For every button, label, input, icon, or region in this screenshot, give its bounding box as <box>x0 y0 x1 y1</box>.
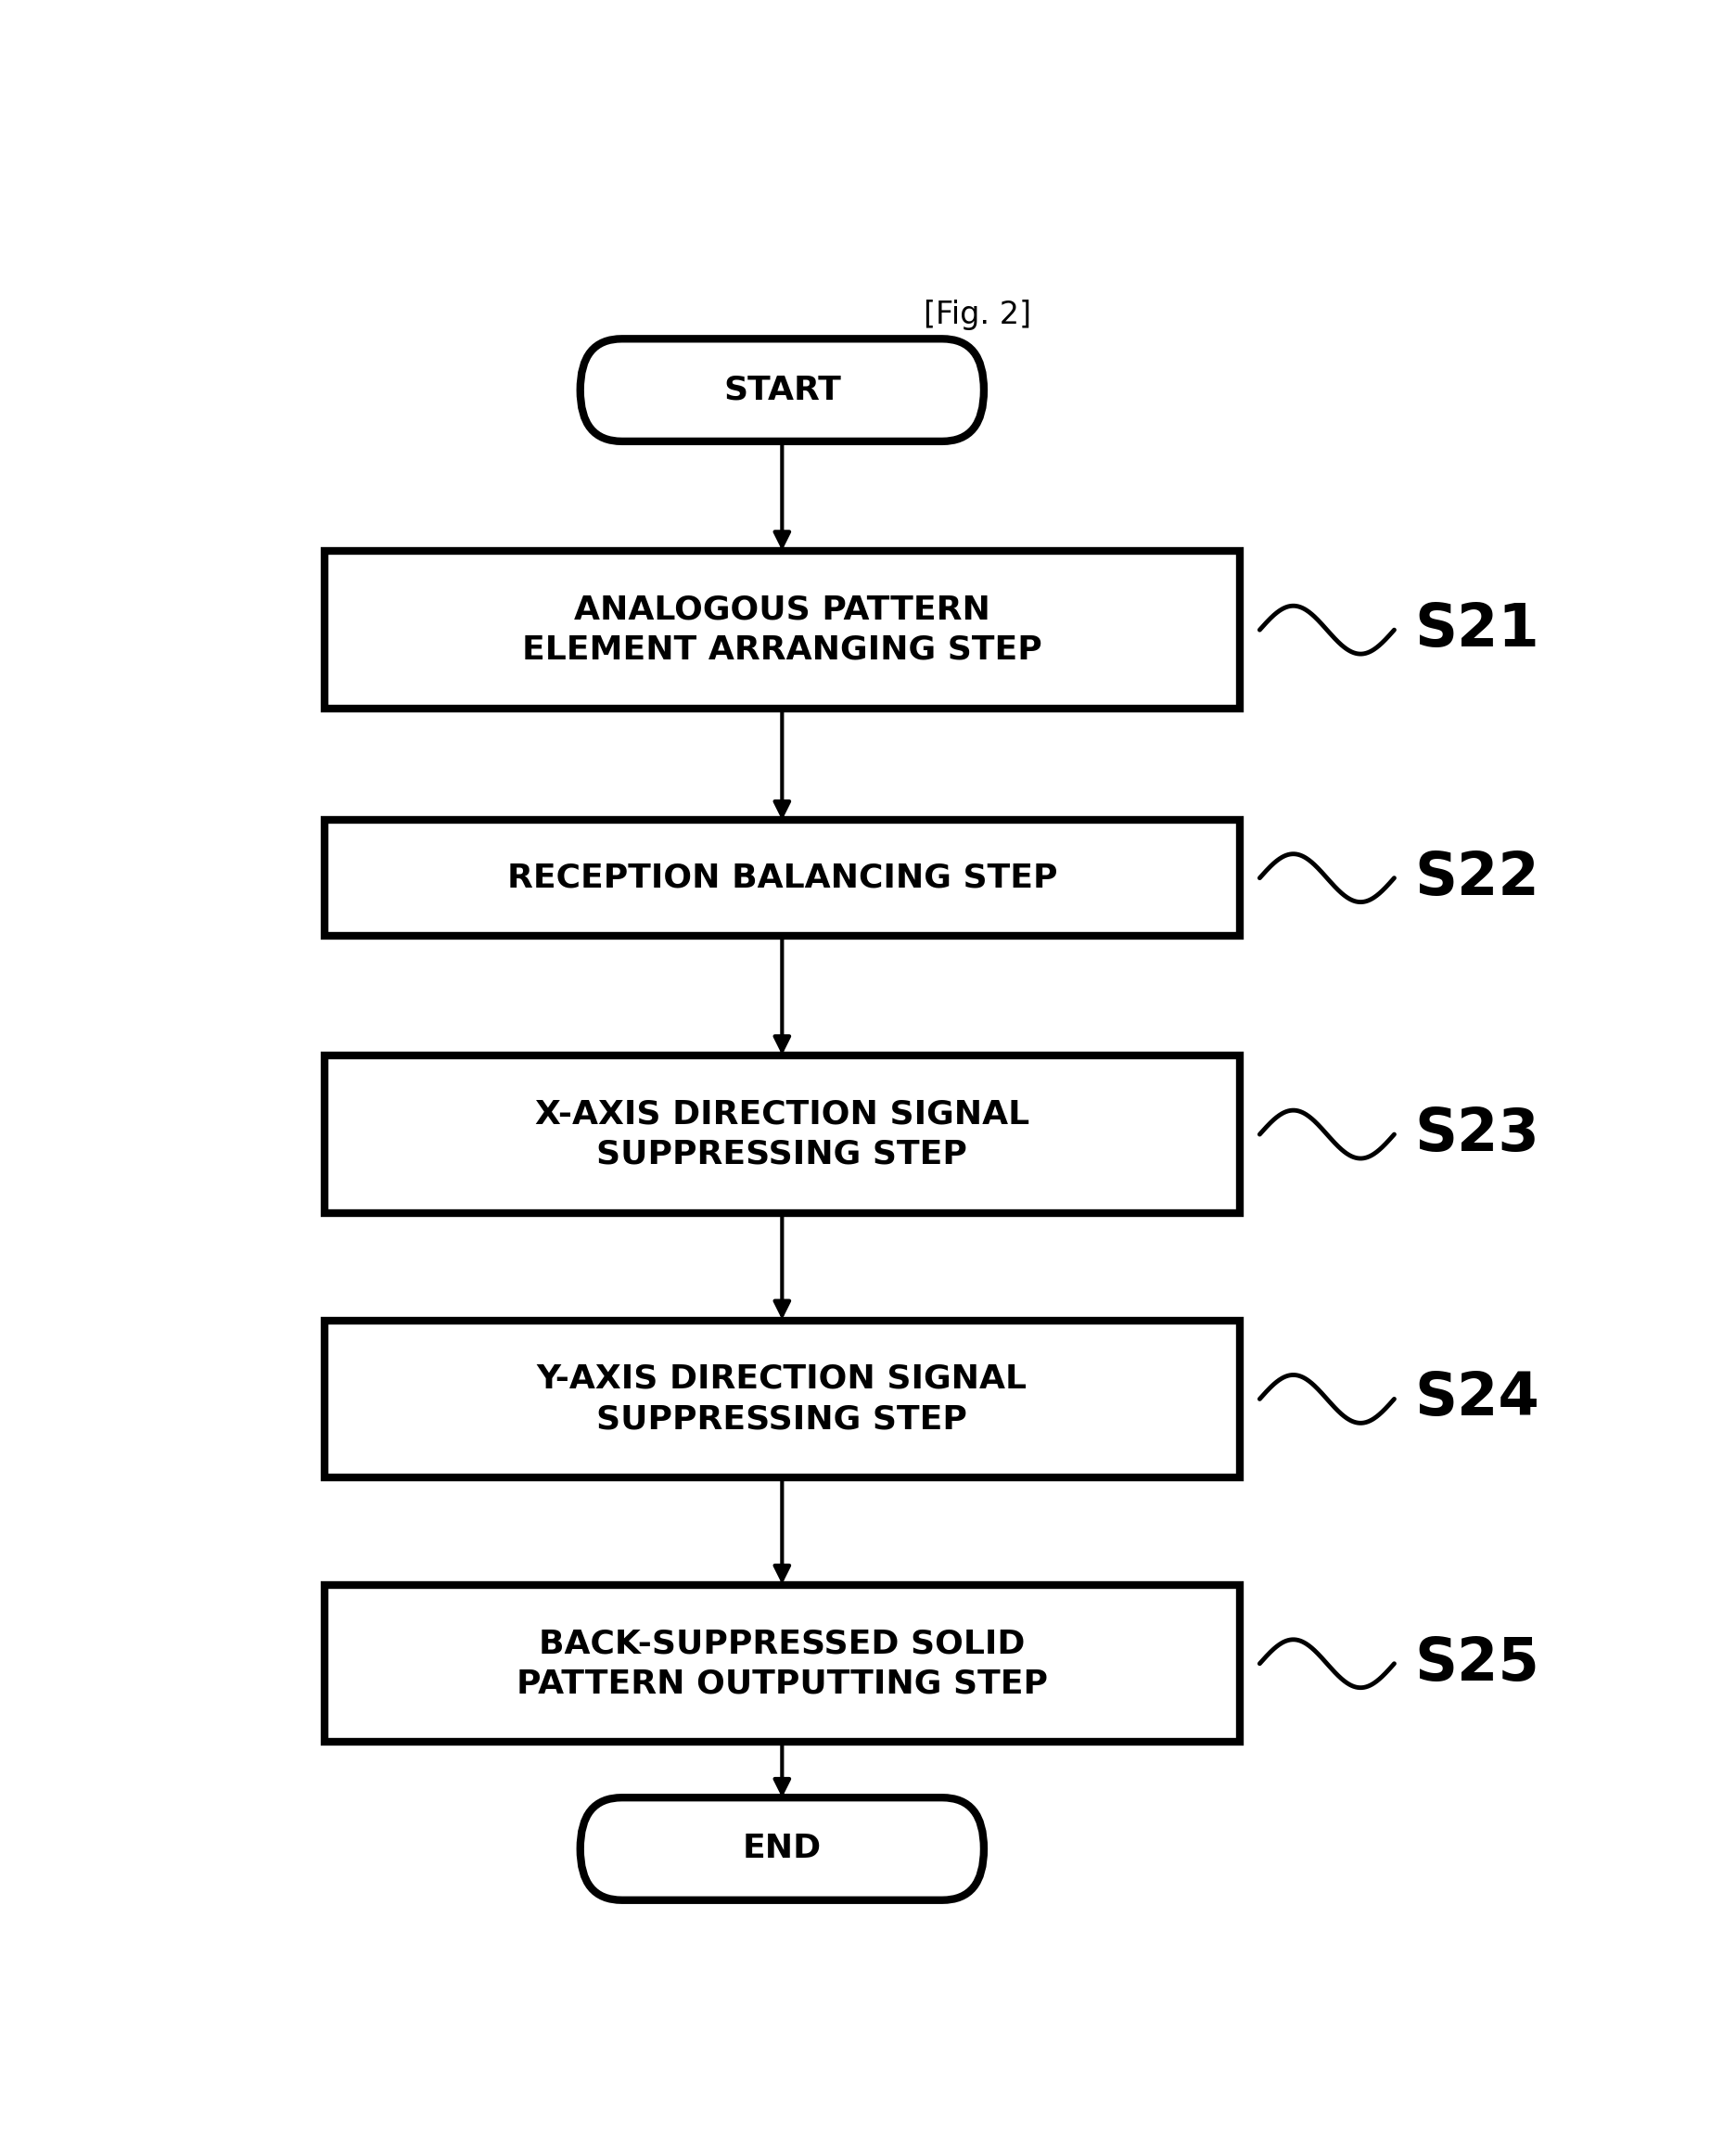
Text: ANALOGOUS PATTERN
ELEMENT ARRANGING STEP: ANALOGOUS PATTERN ELEMENT ARRANGING STEP <box>523 595 1042 666</box>
Bar <box>325 1057 1240 1214</box>
Text: S21: S21 <box>1415 601 1540 659</box>
Text: BACK-SUPPRESSED SOLID
PATTERN OUTPUTTING STEP: BACK-SUPPRESSED SOLID PATTERN OUTPUTTING… <box>516 1628 1049 1699</box>
Text: S22: S22 <box>1415 848 1540 906</box>
Text: S23: S23 <box>1415 1106 1540 1162</box>
Text: S24: S24 <box>1415 1370 1540 1428</box>
FancyBboxPatch shape <box>580 1798 984 1901</box>
Text: RECEPTION BALANCING STEP: RECEPTION BALANCING STEP <box>507 861 1057 894</box>
Text: Y-AXIS DIRECTION SIGNAL
SUPPRESSING STEP: Y-AXIS DIRECTION SIGNAL SUPPRESSING STEP <box>536 1364 1028 1435</box>
Text: START: START <box>724 374 840 406</box>
Bar <box>325 552 1240 709</box>
Text: END: END <box>743 1832 821 1864</box>
Text: [Fig. 2]: [Fig. 2] <box>924 299 1031 329</box>
FancyBboxPatch shape <box>580 339 984 440</box>
Text: S25: S25 <box>1415 1635 1540 1693</box>
Bar <box>325 1585 1240 1742</box>
Text: X-AXIS DIRECTION SIGNAL
SUPPRESSING STEP: X-AXIS DIRECTION SIGNAL SUPPRESSING STEP <box>535 1098 1029 1171</box>
Bar <box>325 821 1240 937</box>
Bar <box>325 1321 1240 1478</box>
